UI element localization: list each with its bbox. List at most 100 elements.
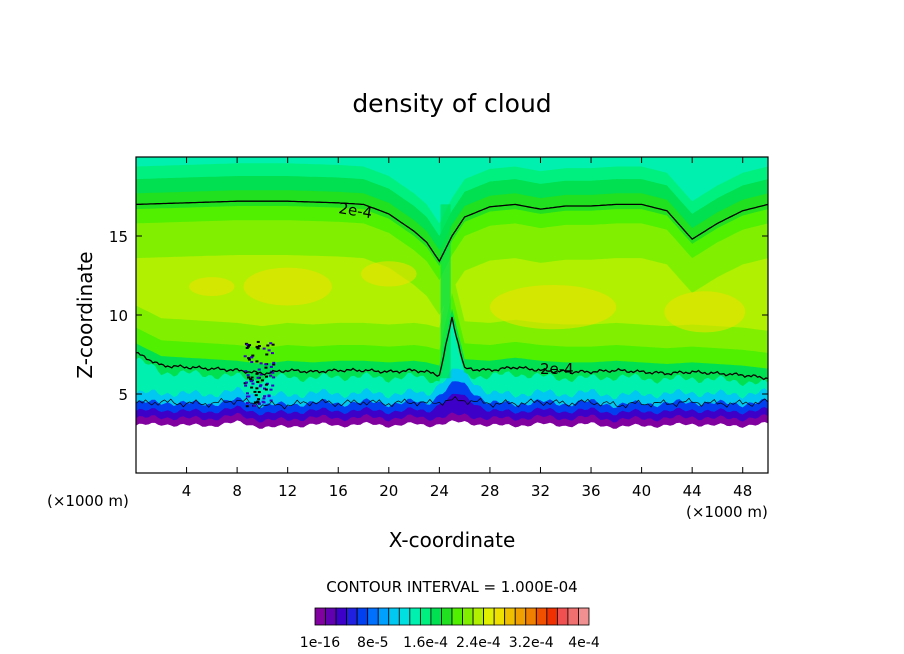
y-tick-label: 10 (109, 307, 128, 325)
colorbar-swatch (335, 607, 348, 626)
speckle-dot (250, 376, 254, 379)
speckle-dot (257, 345, 261, 348)
speckle-dot (267, 394, 271, 397)
speckle-dot (259, 373, 263, 376)
colorbar-swatch (567, 607, 579, 626)
speckle-dot (244, 381, 248, 384)
speckle-dot (257, 398, 261, 401)
speckle-dot (255, 360, 259, 363)
speckle-dot (259, 384, 263, 387)
x-tick-label: 28 (480, 482, 499, 500)
density-bands (136, 157, 768, 429)
colorbar-swatch (441, 607, 453, 626)
speckle-dot (253, 401, 257, 404)
colorbar-swatch (430, 607, 442, 626)
speckle-dot (272, 376, 276, 379)
speckle-dot (269, 342, 273, 345)
colorbar-swatch (535, 607, 548, 626)
speckle-dot (262, 397, 266, 400)
speckle-dot (257, 391, 261, 394)
colorbar-swatch (504, 607, 516, 626)
colorbar-tick-label: 2.4e-4 (456, 635, 501, 651)
speckle-dot (245, 346, 249, 349)
colorbar-tick-label: 8e-5 (357, 635, 388, 651)
speckle-dot (255, 345, 259, 348)
colorbar-swatch (525, 607, 537, 626)
speckle-dot (246, 374, 250, 377)
speckle-dot (254, 394, 258, 397)
speckle-dot (246, 376, 250, 379)
speckle-dot (245, 401, 249, 404)
speckle-dot (245, 395, 249, 398)
colorbar-tick-label: 3.2e-4 (509, 635, 554, 651)
x-axis-title: X-coordinate (389, 528, 516, 552)
speckle-dot (250, 360, 254, 363)
contour-2e-4-lower (136, 316, 768, 381)
contour-label-lower: 2e-4 (540, 360, 574, 378)
high-density-patch (189, 277, 235, 297)
speckle-dot (246, 345, 250, 348)
y-axis-title: Z-coordinate (73, 251, 97, 378)
speckle-dot (270, 352, 274, 355)
speckle-dot (269, 388, 273, 391)
speckle-dot (261, 400, 265, 403)
x-unit-label: (×1000 m) (686, 503, 768, 521)
speckle-dot (255, 387, 259, 390)
density-band (136, 157, 768, 224)
colorbar-swatch (578, 607, 590, 626)
speckle-dot (271, 384, 275, 387)
speckle-dot (245, 343, 249, 346)
contour-interval-text: CONTOUR INTERVAL = 1.000E-04 (326, 578, 577, 596)
colorbar-swatch (556, 607, 569, 626)
speckle-dot (269, 365, 273, 368)
speckle-dot (259, 362, 263, 365)
x-tick-label: 44 (683, 482, 702, 500)
speckle-dot (264, 388, 268, 391)
speckle-dot (245, 392, 249, 395)
speckle-dot (250, 356, 254, 359)
speckle-dot (266, 344, 270, 347)
speckle-dot (247, 358, 251, 361)
contour-base (136, 395, 768, 410)
speckle-dot (247, 357, 251, 360)
speckle-dot (245, 405, 249, 408)
speckle-dot (263, 395, 267, 398)
speckle-dot (272, 363, 276, 366)
speckle-dot (258, 385, 262, 388)
speckle-dot (253, 404, 257, 407)
colorbar-swatch (493, 607, 506, 626)
speckle-dot (255, 372, 259, 375)
speckle-dot (264, 383, 268, 386)
x-tick-label: 20 (379, 482, 398, 500)
speckle-dot (244, 384, 248, 387)
y-tick-label: 15 (109, 228, 128, 246)
x-tick-label: 16 (329, 482, 348, 500)
speckle-dot (250, 386, 254, 389)
speckle-dot (253, 390, 257, 393)
colorbar-swatch (367, 607, 379, 626)
x-tick-label: 12 (278, 482, 297, 500)
high-density-patch (360, 261, 417, 287)
x-tick-label: 4 (182, 482, 192, 500)
x-tick-label: 36 (581, 482, 600, 500)
speckle-dot (264, 375, 268, 378)
colorbar-tick-label: 1e-16 (300, 635, 340, 651)
speckle-dot (251, 382, 255, 385)
x-tick-label: 32 (531, 482, 550, 500)
colorbar-swatch (462, 607, 474, 626)
high-density-patch (489, 284, 617, 330)
x-tick-label: 8 (232, 482, 242, 500)
contour-label-upper: 2e-4 (337, 199, 373, 222)
colorbar-tick-label: 4e-4 (568, 635, 600, 651)
speckle-dot (269, 374, 273, 377)
y-tick-label: 5 (118, 386, 128, 404)
colorbar-swatch (314, 607, 326, 626)
speckle-dot (271, 343, 275, 346)
speckle-dot (257, 368, 261, 371)
colorbar-swatch (546, 607, 558, 626)
x-tick-label: 24 (430, 482, 449, 500)
colorbar-swatch (514, 607, 527, 626)
colorbar-swatch (409, 607, 421, 626)
colorbar-tick-labels: 1e-16 8e-5 1.6e-4 2.4e-4 3.2e-4 4e-4 (300, 635, 600, 651)
